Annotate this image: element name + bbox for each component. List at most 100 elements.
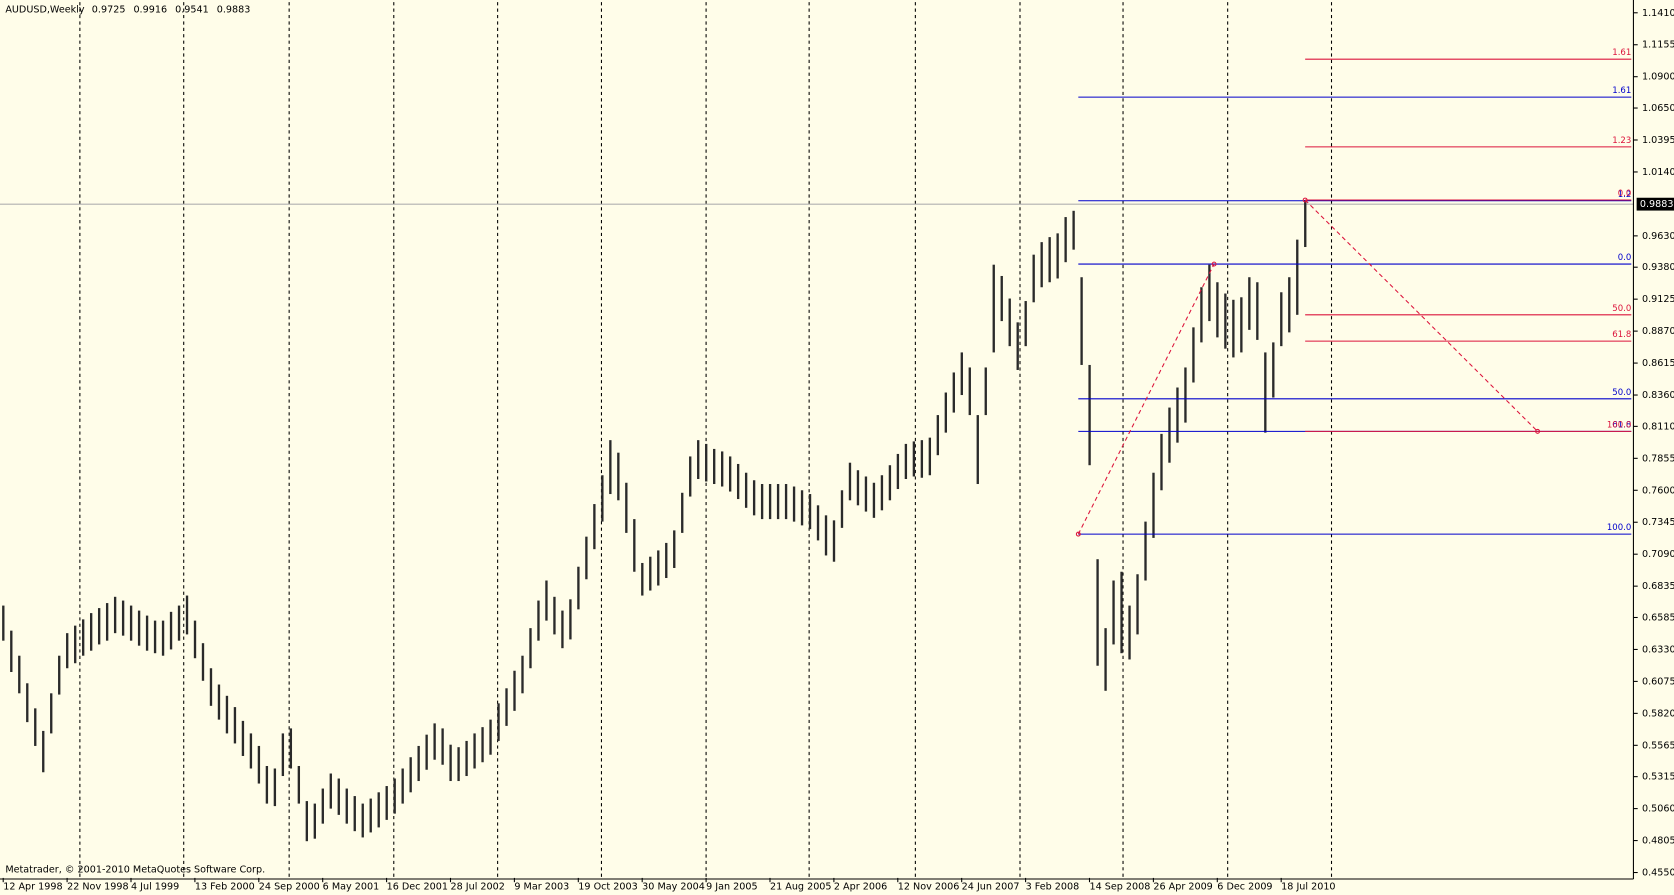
price-bar [529,628,532,669]
y-tick-label: 0.8110 [1642,421,1674,432]
x-tick-label: 24 Sep 2000 [259,881,320,892]
y-tick-label: 1.0900 [1642,72,1674,83]
price-bar [465,740,468,777]
price-bar [976,415,979,485]
price-bar [784,484,788,520]
symbol: AUDUSD,Weekly [5,5,85,16]
price-bar [153,620,157,654]
price-bar [1168,407,1171,463]
y-tick-label: 0.7090 [1642,549,1674,560]
price-bar [129,605,133,641]
price-bar [1248,277,1251,330]
price-bar [713,448,716,485]
y-tick-label: 0.5820 [1642,708,1674,719]
x-tick-label: 2 Apr 2006 [834,881,887,892]
price-bar [66,633,69,669]
fib-label: 50.0 [1612,388,1631,398]
price-bar [649,556,652,591]
price-bar [641,562,644,596]
x-tick-label: 16 Dec 2001 [387,881,448,892]
fib-label: 1.61 [1612,86,1631,96]
price-bar [361,803,364,838]
price-bar [1064,217,1067,263]
price-bar [185,595,189,635]
price-bar [441,728,444,765]
price-bar [816,505,820,541]
price-bar [888,465,892,501]
price-bar [369,798,372,833]
price-bar [193,620,197,659]
price-bar [209,668,213,706]
price-bar [705,443,708,482]
price-bar [449,744,452,782]
x-tick-label: 18 Jul 2010 [1281,881,1335,892]
price-bar [265,765,269,804]
fib-label: 61.8 [1612,330,1631,340]
price-bar [329,773,332,809]
price-bar [1000,275,1003,322]
y-tick-label: 1.0395 [1642,135,1674,146]
price-bar [393,778,396,814]
price-bar [1184,367,1187,423]
x-tick-label: 3 Feb 2008 [1026,881,1080,892]
current-price-box [1636,197,1674,211]
price-bar [457,747,460,782]
price-bar [609,440,612,495]
price-bar [728,456,732,492]
price-bar [856,470,860,506]
price-bar [505,688,508,726]
price-bar [321,788,324,824]
price-bar [337,778,340,815]
price-bar [89,613,93,651]
y-tick-label: 0.4550 [1642,868,1674,879]
x-tick-label: 6 Dec 2009 [1217,881,1272,892]
price-bar [689,456,692,497]
fib-label: 100.0 [1607,420,1631,430]
price-bar [952,372,955,413]
price-bar [1152,472,1155,538]
price-bar [289,728,293,769]
price-bar [50,693,53,734]
price-bar [593,504,596,550]
price-bar [217,684,221,720]
fib-anchor [1302,197,1308,203]
fib-trendline [1304,199,1538,432]
y-tick-label: 0.5315 [1642,772,1674,783]
x-tick-label: 22 Nov 1998 [67,881,129,892]
price-bar [497,703,500,741]
price-bar [1192,327,1195,383]
x-tick-label: 6 May 2001 [323,881,380,892]
price-bar [297,765,301,804]
price-bar [74,625,77,664]
price-bar [1288,277,1291,333]
copyright: Metatrader, © 2001-2010 MetaQuotes Softw… [5,864,265,875]
price-bar [1296,239,1299,315]
price-bar [760,484,764,520]
price-bar [201,643,205,681]
price-bar [840,490,844,528]
x-tick-label: 28 Jul 2002 [450,881,504,892]
price-bar [633,519,636,572]
y-tick-label: 0.6075 [1642,676,1674,687]
price-bar [848,462,852,501]
price-bar [936,415,940,456]
price-bar [97,608,101,645]
price-bar [1088,364,1091,466]
price-bar [1128,605,1131,660]
fib-anchor [1535,428,1541,434]
x-tick-label: 9 Jan 2005 [706,881,757,892]
x-tick-label: 30 May 2004 [642,881,705,892]
price-bar [1008,298,1011,347]
price-bar [553,596,556,635]
price-bar [273,768,277,807]
y-tick-label: 0.8615 [1642,358,1674,369]
price-bar [513,670,516,711]
price-bar [1072,210,1075,250]
price-bar [34,708,37,746]
y-tick-label: 0.5565 [1642,740,1674,751]
price-bar [1080,277,1083,365]
price-bar [385,786,388,820]
price-bar [968,367,971,416]
y-tick-label: 0.5060 [1642,804,1674,815]
y-tick-label: 0.7600 [1642,485,1674,496]
